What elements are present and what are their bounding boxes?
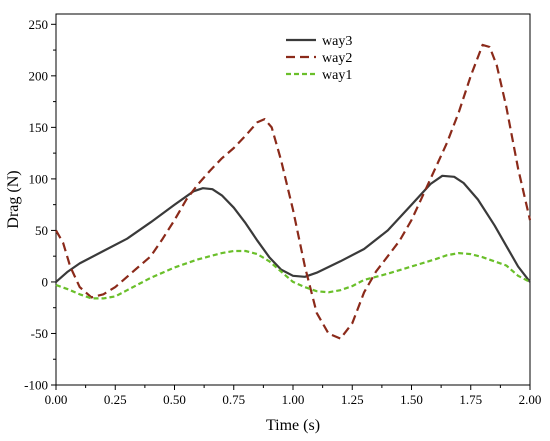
y-tick-label: 50 [35, 223, 48, 238]
y-tick-label: -100 [24, 378, 48, 393]
y-tick-label: 250 [29, 17, 49, 32]
series-line-way3 [55, 174, 531, 283]
x-tick-label: 2.00 [519, 392, 542, 407]
legend-label-way1: way1 [322, 68, 352, 83]
x-tick-label: 0.00 [45, 392, 68, 407]
x-tick-label: 0.75 [222, 392, 245, 407]
y-tick-label: 200 [29, 68, 49, 83]
series-line-way1 [55, 249, 531, 300]
y-tick-label: 150 [29, 120, 49, 135]
y-tick-label: 0 [42, 274, 49, 289]
y-tick-label: -50 [31, 326, 48, 341]
y-axis-title: Drag (N) [5, 170, 22, 228]
plot-frame [55, 13, 531, 386]
x-tick-label: 1.50 [400, 392, 423, 407]
legend-label-way2: way2 [322, 51, 352, 66]
series-line-way2 [55, 43, 532, 340]
x-tick-label: 1.75 [459, 392, 482, 407]
x-tick-label: 0.25 [104, 392, 127, 407]
x-tick-label: 0.50 [163, 392, 186, 407]
legend-label-way3: way3 [322, 34, 352, 49]
x-axis-title: Time (s) [266, 417, 320, 434]
x-tick-label: 1.25 [341, 392, 364, 407]
y-tick-label: 100 [29, 171, 49, 186]
x-tick-label: 1.00 [282, 392, 305, 407]
